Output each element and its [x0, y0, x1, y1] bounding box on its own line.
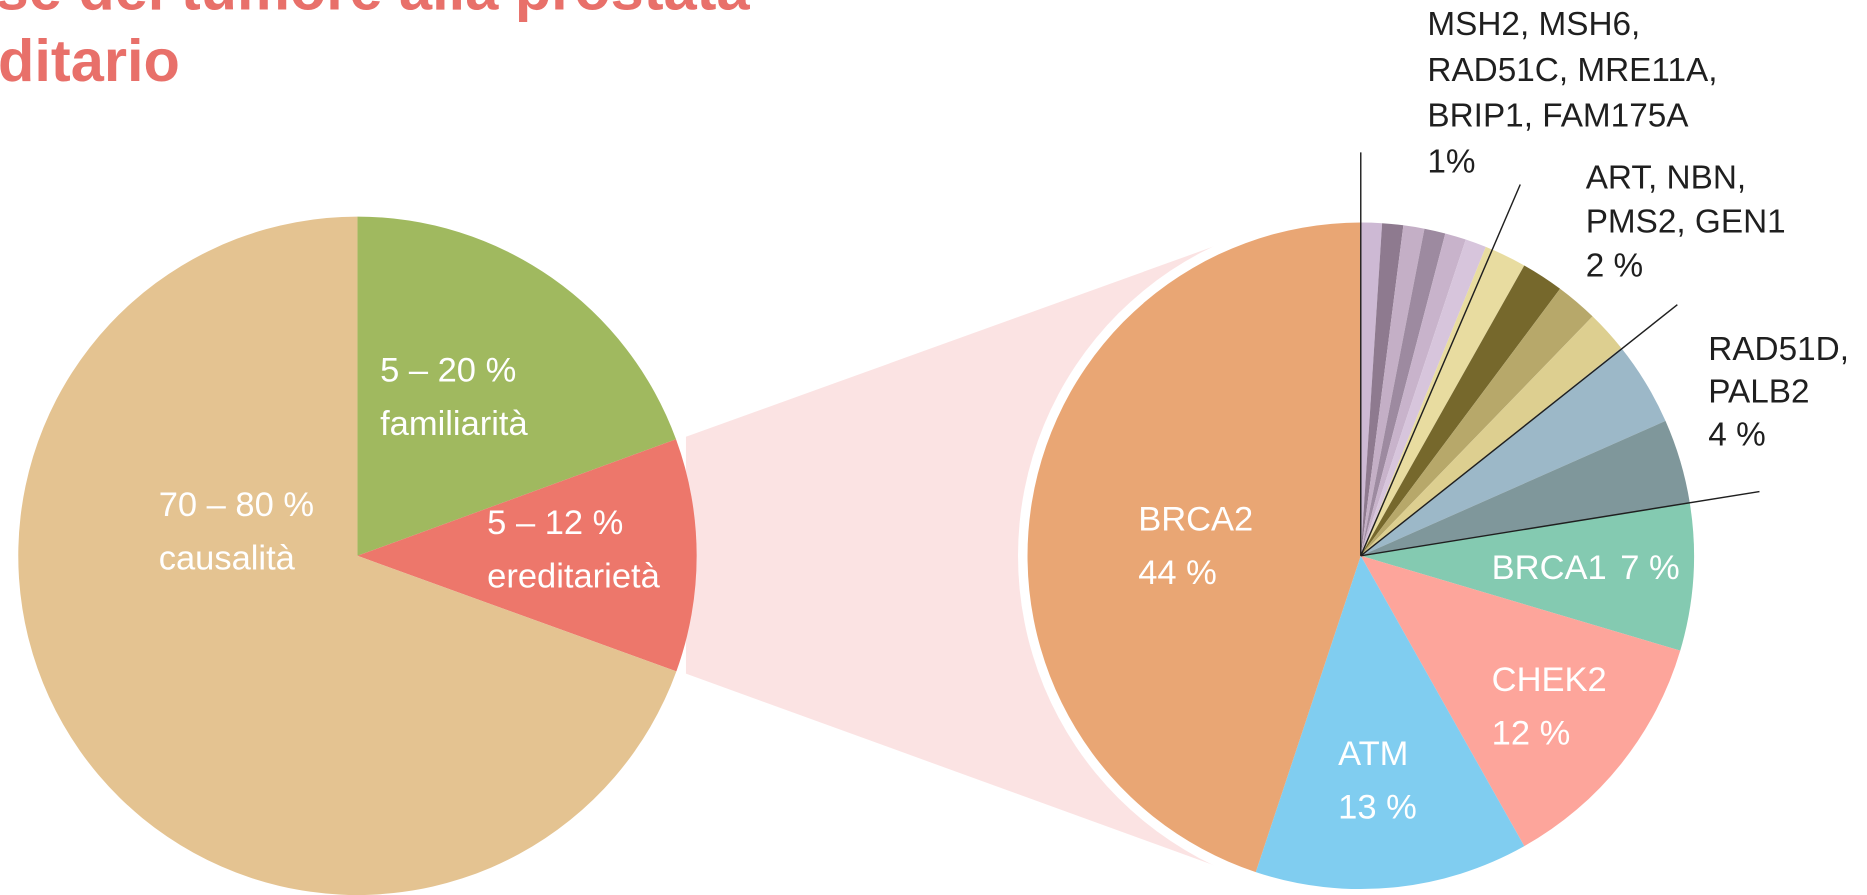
pie-slice	[1255, 555, 1525, 890]
pie-slice	[1360, 265, 1561, 556]
pie-slice	[1360, 233, 1466, 556]
slice-label: causalità	[159, 540, 296, 578]
group-label: MSH2, MSH6,	[1427, 6, 1640, 43]
group-label: BRCA1	[1492, 549, 1607, 587]
value-label: 1%	[1427, 143, 1475, 180]
group-label: RAD51C, MRE11A,	[1427, 52, 1717, 89]
group-label: CHEK2	[1492, 661, 1607, 699]
title-line: ditario	[0, 27, 180, 94]
group-label: PALB2	[1708, 374, 1809, 411]
value-label: 7 %	[1620, 549, 1679, 587]
labels: 5 – 20 % familiarità 5 – 12 % ereditarietà 7…	[159, 6, 1849, 826]
slice-label: familiarità	[380, 405, 528, 443]
value-label: 4 %	[1708, 417, 1765, 454]
slice-label: ereditarietà	[487, 558, 660, 596]
slice-label: 5 – 20 %	[380, 352, 516, 390]
group-label: BRCA2	[1138, 500, 1253, 538]
pie-slice	[357, 216, 677, 556]
leader-line	[1360, 184, 1521, 557]
value-label: 44 %	[1138, 554, 1217, 592]
leader-line	[1360, 304, 1678, 557]
value-label: 12 %	[1492, 715, 1571, 753]
pie-slice	[18, 216, 677, 895]
pie-slice	[1360, 239, 1486, 556]
pie-slice	[1360, 348, 1666, 556]
pie-slice	[1360, 222, 1383, 556]
pie-slice	[1360, 288, 1593, 556]
pie-slice	[1027, 222, 1361, 873]
pie-slice	[1360, 316, 1622, 556]
leaders	[1360, 152, 1760, 557]
pie-slice	[1360, 228, 1446, 556]
pie-slice	[1360, 246, 1525, 556]
pie-slice	[1360, 502, 1695, 651]
group-label: ATM	[1338, 735, 1408, 773]
pie-slice	[1360, 223, 1404, 556]
pie-slice	[357, 439, 697, 672]
group-label: ART, NBN,	[1586, 160, 1746, 197]
leader-line	[1360, 490, 1760, 557]
group-label: RAD51D,	[1708, 331, 1849, 368]
slice-label: 5 – 12 %	[487, 504, 623, 542]
pie-slice	[1360, 225, 1425, 556]
pie-slice	[1360, 420, 1690, 556]
pies	[18, 216, 1695, 895]
group-label: PMS2, GEN1	[1586, 204, 1786, 241]
group-label: BRIP1, FAM175A	[1427, 98, 1689, 135]
title-line: se del tumore alla prostata	[0, 0, 750, 23]
pie-slice	[1360, 555, 1681, 847]
value-label: 13 %	[1338, 788, 1417, 826]
value-label: 2 %	[1586, 248, 1643, 285]
slice-label: 70 – 80 %	[159, 486, 314, 524]
